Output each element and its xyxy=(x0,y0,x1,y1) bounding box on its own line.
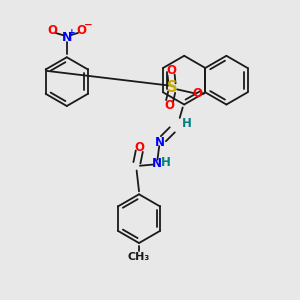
Text: O: O xyxy=(166,64,176,77)
Text: N: N xyxy=(152,157,162,170)
Text: N: N xyxy=(61,32,72,44)
Text: O: O xyxy=(76,24,87,37)
Text: O: O xyxy=(193,87,203,100)
Text: H: H xyxy=(161,156,171,169)
Text: CH₃: CH₃ xyxy=(128,252,150,262)
Text: S: S xyxy=(167,80,178,95)
Text: −: − xyxy=(84,20,93,30)
Text: O: O xyxy=(47,24,57,37)
Text: O: O xyxy=(165,99,175,112)
Text: N: N xyxy=(155,136,165,149)
Text: O: O xyxy=(134,141,144,154)
Text: +: + xyxy=(68,28,76,37)
Text: H: H xyxy=(182,117,192,130)
